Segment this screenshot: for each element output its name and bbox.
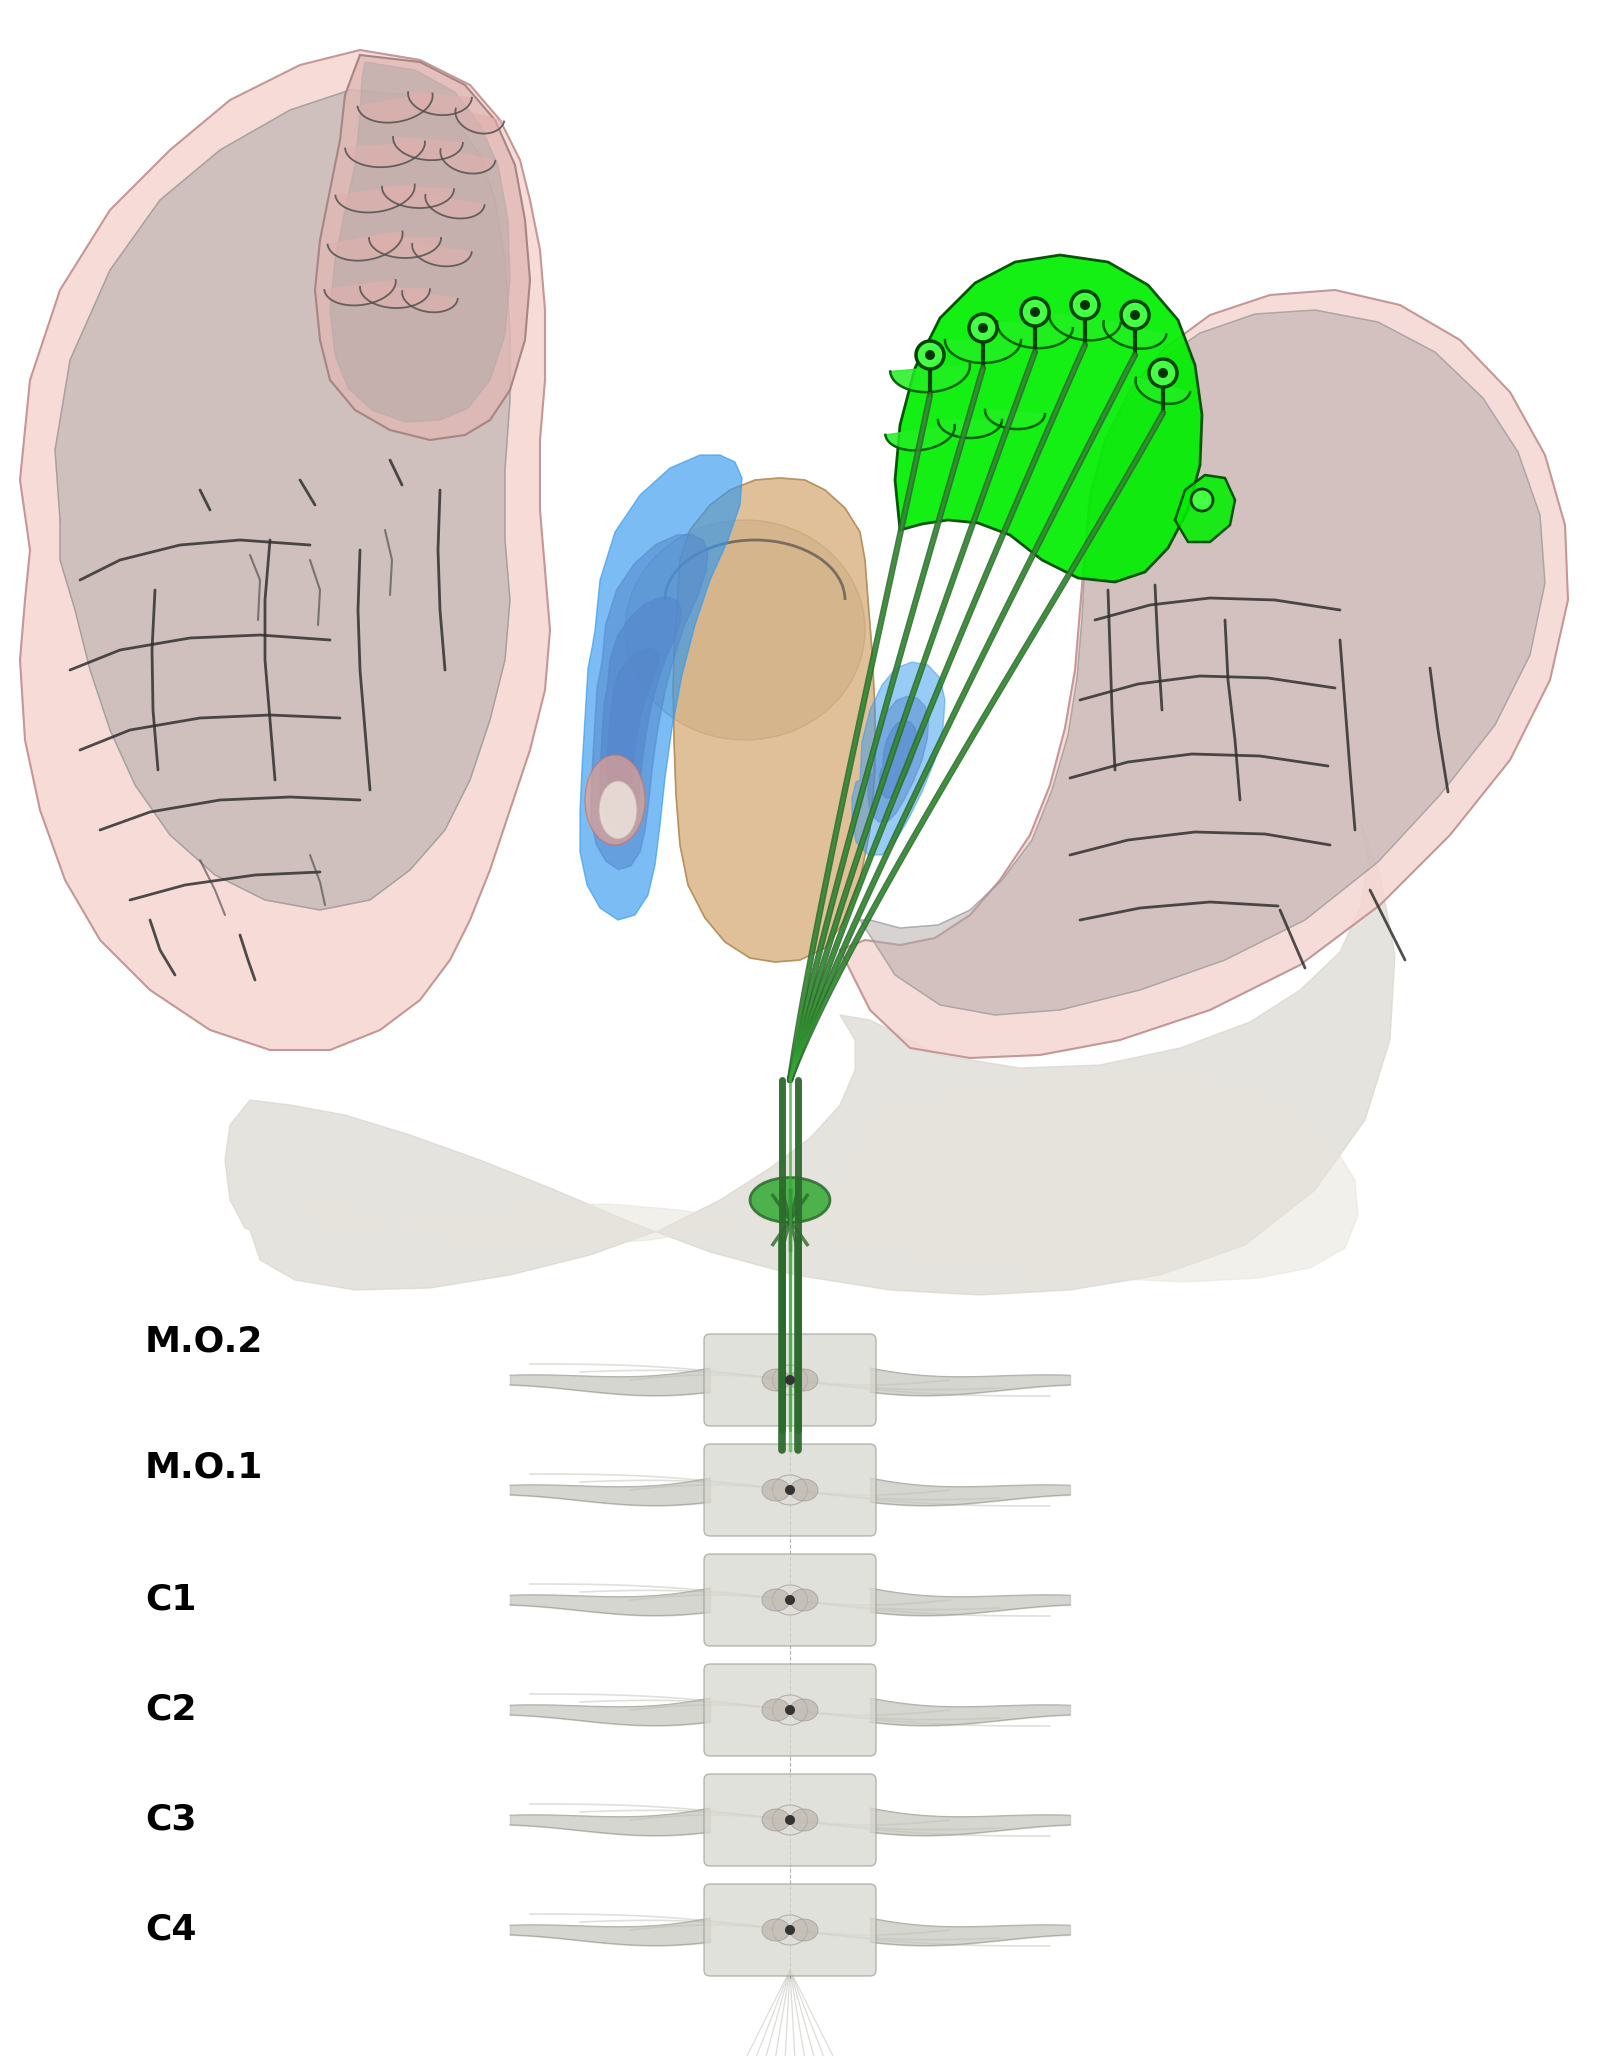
Circle shape <box>915 341 944 368</box>
Polygon shape <box>880 722 917 798</box>
Polygon shape <box>360 286 430 308</box>
Ellipse shape <box>790 1589 818 1612</box>
Ellipse shape <box>762 1478 790 1501</box>
Ellipse shape <box>762 1369 790 1392</box>
Polygon shape <box>394 138 462 160</box>
Polygon shape <box>592 535 707 870</box>
Polygon shape <box>357 93 432 123</box>
Polygon shape <box>336 185 414 212</box>
Circle shape <box>786 1595 795 1606</box>
Text: M.O.1: M.O.1 <box>146 1452 264 1484</box>
Polygon shape <box>579 454 742 919</box>
Circle shape <box>1130 310 1139 321</box>
Circle shape <box>1158 368 1168 378</box>
Polygon shape <box>382 187 454 208</box>
Circle shape <box>786 1375 795 1386</box>
Ellipse shape <box>790 1918 818 1941</box>
FancyBboxPatch shape <box>704 1443 877 1536</box>
Polygon shape <box>408 93 472 115</box>
Ellipse shape <box>790 1369 818 1392</box>
Ellipse shape <box>773 1914 808 1945</box>
Polygon shape <box>861 310 1546 1016</box>
Polygon shape <box>894 255 1202 582</box>
Circle shape <box>786 1484 795 1495</box>
Polygon shape <box>869 697 928 822</box>
Ellipse shape <box>773 1585 808 1616</box>
Polygon shape <box>1104 321 1166 350</box>
Polygon shape <box>890 364 970 393</box>
Text: C1: C1 <box>146 1583 197 1616</box>
Text: C3: C3 <box>146 1803 197 1836</box>
Polygon shape <box>938 419 1002 438</box>
Polygon shape <box>608 650 659 798</box>
Polygon shape <box>402 292 458 313</box>
Polygon shape <box>851 662 946 855</box>
Ellipse shape <box>626 520 866 740</box>
Circle shape <box>1190 489 1213 512</box>
FancyBboxPatch shape <box>704 1663 877 1756</box>
Ellipse shape <box>773 1805 808 1836</box>
Polygon shape <box>330 62 510 421</box>
Polygon shape <box>325 280 395 306</box>
Circle shape <box>925 350 934 360</box>
Ellipse shape <box>762 1589 790 1612</box>
Polygon shape <box>226 820 1395 1295</box>
Ellipse shape <box>790 1809 818 1832</box>
Ellipse shape <box>773 1694 808 1725</box>
Polygon shape <box>370 238 442 257</box>
Circle shape <box>1070 292 1099 319</box>
FancyBboxPatch shape <box>704 1883 877 1976</box>
Polygon shape <box>997 321 1074 347</box>
Circle shape <box>786 1924 795 1935</box>
Polygon shape <box>456 109 504 134</box>
Text: C2: C2 <box>146 1692 197 1727</box>
Ellipse shape <box>790 1698 818 1721</box>
Polygon shape <box>986 409 1045 430</box>
Text: C4: C4 <box>146 1912 197 1947</box>
Ellipse shape <box>598 781 637 839</box>
Circle shape <box>1149 360 1178 387</box>
Polygon shape <box>413 245 472 267</box>
Ellipse shape <box>773 1365 808 1396</box>
Ellipse shape <box>750 1178 830 1223</box>
Circle shape <box>1122 300 1149 329</box>
Polygon shape <box>674 477 875 962</box>
Polygon shape <box>440 150 496 173</box>
Polygon shape <box>54 90 510 911</box>
Polygon shape <box>885 426 955 450</box>
Ellipse shape <box>762 1698 790 1721</box>
Polygon shape <box>1136 378 1190 403</box>
FancyBboxPatch shape <box>704 1774 877 1867</box>
Ellipse shape <box>762 1809 790 1832</box>
Polygon shape <box>600 598 682 831</box>
Polygon shape <box>19 49 550 1051</box>
Circle shape <box>970 315 997 341</box>
Circle shape <box>1021 298 1050 327</box>
Polygon shape <box>1174 475 1235 543</box>
Polygon shape <box>346 142 426 167</box>
Circle shape <box>786 1815 795 1826</box>
FancyBboxPatch shape <box>704 1334 877 1427</box>
Polygon shape <box>946 339 1021 364</box>
Circle shape <box>1080 300 1090 310</box>
Polygon shape <box>328 232 403 261</box>
Polygon shape <box>315 56 530 440</box>
Circle shape <box>978 323 989 333</box>
Ellipse shape <box>790 1478 818 1501</box>
Circle shape <box>1030 306 1040 317</box>
Circle shape <box>786 1704 795 1715</box>
Polygon shape <box>840 290 1568 1059</box>
Ellipse shape <box>773 1474 808 1505</box>
Polygon shape <box>1050 313 1120 341</box>
Polygon shape <box>310 1075 1358 1283</box>
Polygon shape <box>426 195 485 218</box>
Text: M.O.2: M.O.2 <box>146 1324 264 1359</box>
Ellipse shape <box>586 755 645 845</box>
FancyBboxPatch shape <box>704 1554 877 1647</box>
Ellipse shape <box>762 1918 790 1941</box>
